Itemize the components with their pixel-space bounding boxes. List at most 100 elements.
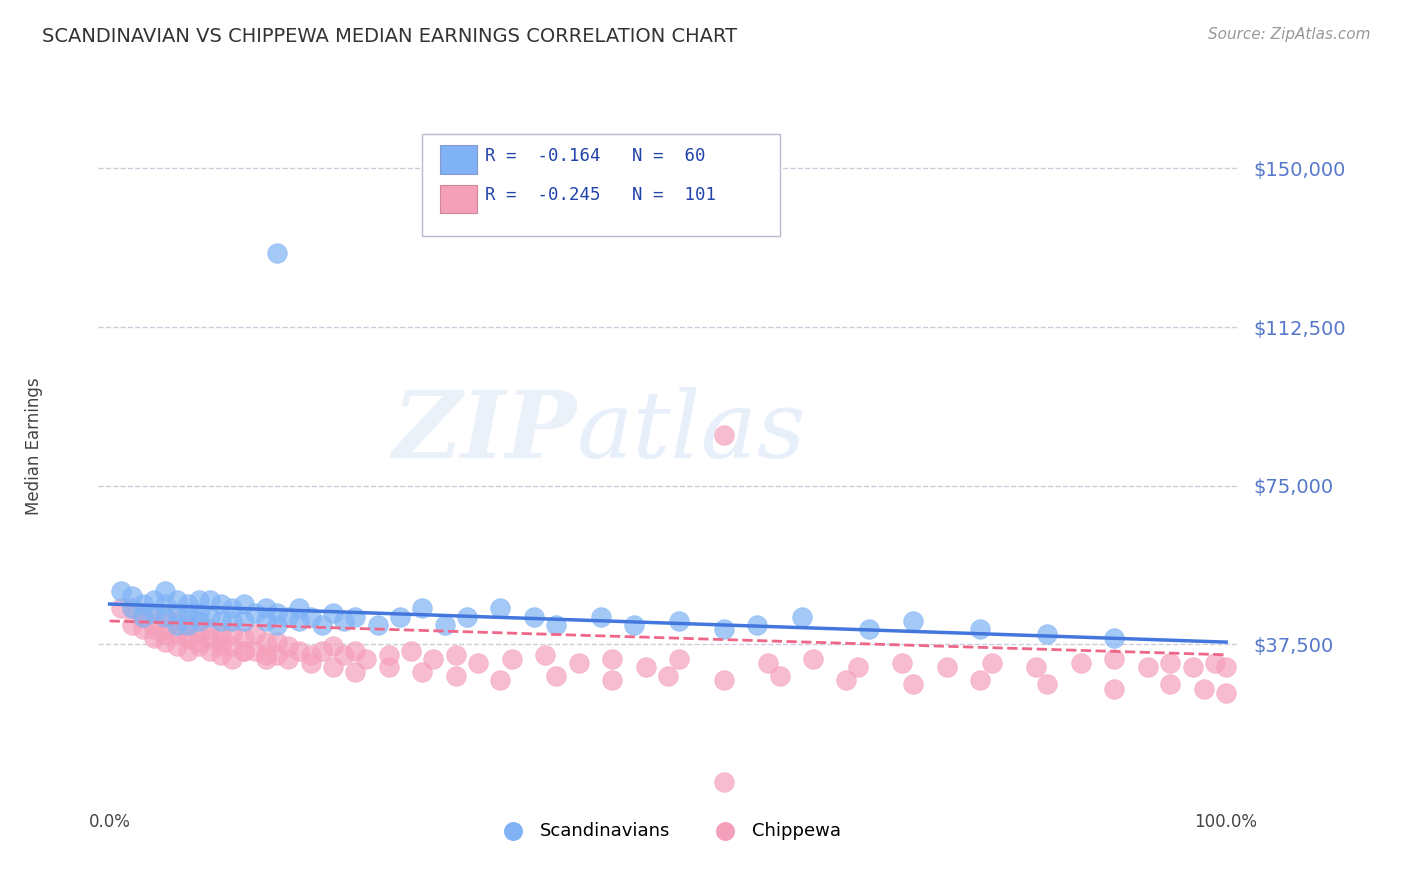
- Point: [198, 609, 221, 624]
- Point: [411, 601, 433, 615]
- Point: [768, 669, 790, 683]
- Point: [209, 648, 232, 662]
- Point: [433, 618, 456, 632]
- Point: [1104, 631, 1126, 645]
- Point: [132, 597, 155, 611]
- Point: [657, 669, 679, 683]
- Point: [501, 652, 523, 666]
- Point: [344, 643, 367, 657]
- Point: [187, 626, 209, 640]
- Point: [209, 597, 232, 611]
- Point: [254, 652, 277, 666]
- Point: [166, 614, 188, 628]
- Point: [187, 606, 209, 620]
- Point: [198, 643, 221, 657]
- Point: [980, 657, 1002, 671]
- Point: [747, 618, 769, 632]
- Point: [288, 614, 311, 628]
- Text: R =  -0.245   N =  101: R = -0.245 N = 101: [485, 186, 716, 204]
- Point: [266, 648, 288, 662]
- Point: [311, 618, 333, 632]
- Point: [858, 623, 880, 637]
- Point: [534, 648, 557, 662]
- Point: [187, 614, 209, 628]
- Point: [903, 677, 925, 691]
- Point: [132, 609, 155, 624]
- Point: [198, 623, 221, 637]
- Point: [143, 606, 166, 620]
- Point: [166, 626, 188, 640]
- Point: [110, 601, 132, 615]
- Point: [221, 652, 243, 666]
- Point: [143, 592, 166, 607]
- Point: [1036, 626, 1059, 640]
- Point: [143, 631, 166, 645]
- Point: [187, 592, 209, 607]
- Point: [243, 626, 266, 640]
- Point: [221, 626, 243, 640]
- Point: [377, 660, 399, 674]
- Point: [266, 606, 288, 620]
- Point: [299, 609, 322, 624]
- Point: [243, 643, 266, 657]
- Point: [377, 648, 399, 662]
- Legend: Scandinavians, Chippewa: Scandinavians, Chippewa: [488, 815, 848, 847]
- Point: [668, 652, 690, 666]
- Point: [121, 601, 143, 615]
- Point: [422, 652, 444, 666]
- Point: [333, 648, 356, 662]
- Point: [344, 609, 367, 624]
- Point: [155, 597, 177, 611]
- Point: [1036, 677, 1059, 691]
- Point: [311, 643, 333, 657]
- Point: [187, 635, 209, 649]
- Point: [254, 648, 277, 662]
- Point: [969, 673, 991, 688]
- Point: [589, 609, 612, 624]
- Point: [155, 609, 177, 624]
- Point: [232, 631, 254, 645]
- Point: [388, 609, 411, 624]
- Point: [1070, 657, 1092, 671]
- Point: [523, 609, 546, 624]
- Point: [567, 657, 589, 671]
- Point: [155, 626, 177, 640]
- Point: [600, 652, 623, 666]
- Point: [177, 631, 200, 645]
- Point: [801, 652, 824, 666]
- Point: [367, 618, 389, 632]
- Point: [221, 614, 243, 628]
- Point: [132, 623, 155, 637]
- Point: [198, 592, 221, 607]
- Point: [1181, 660, 1204, 674]
- Point: [969, 623, 991, 637]
- Point: [411, 665, 433, 679]
- Point: [489, 601, 512, 615]
- Point: [322, 606, 344, 620]
- Point: [254, 614, 277, 628]
- Point: [209, 614, 232, 628]
- Text: SCANDINAVIAN VS CHIPPEWA MEDIAN EARNINGS CORRELATION CHART: SCANDINAVIAN VS CHIPPEWA MEDIAN EARNINGS…: [42, 27, 737, 45]
- Point: [790, 609, 813, 624]
- Point: [846, 660, 869, 674]
- Point: [132, 609, 155, 624]
- Point: [333, 614, 356, 628]
- Point: [209, 635, 232, 649]
- Point: [198, 631, 221, 645]
- Point: [232, 614, 254, 628]
- Point: [288, 601, 311, 615]
- Point: [344, 665, 367, 679]
- Point: [232, 643, 254, 657]
- Point: [143, 623, 166, 637]
- Point: [155, 623, 177, 637]
- Point: [187, 614, 209, 628]
- Point: [166, 606, 188, 620]
- Point: [444, 669, 467, 683]
- Point: [288, 643, 311, 657]
- Point: [600, 673, 623, 688]
- Point: [254, 635, 277, 649]
- Point: [254, 601, 277, 615]
- Point: [756, 657, 779, 671]
- Point: [177, 618, 200, 632]
- Point: [322, 640, 344, 654]
